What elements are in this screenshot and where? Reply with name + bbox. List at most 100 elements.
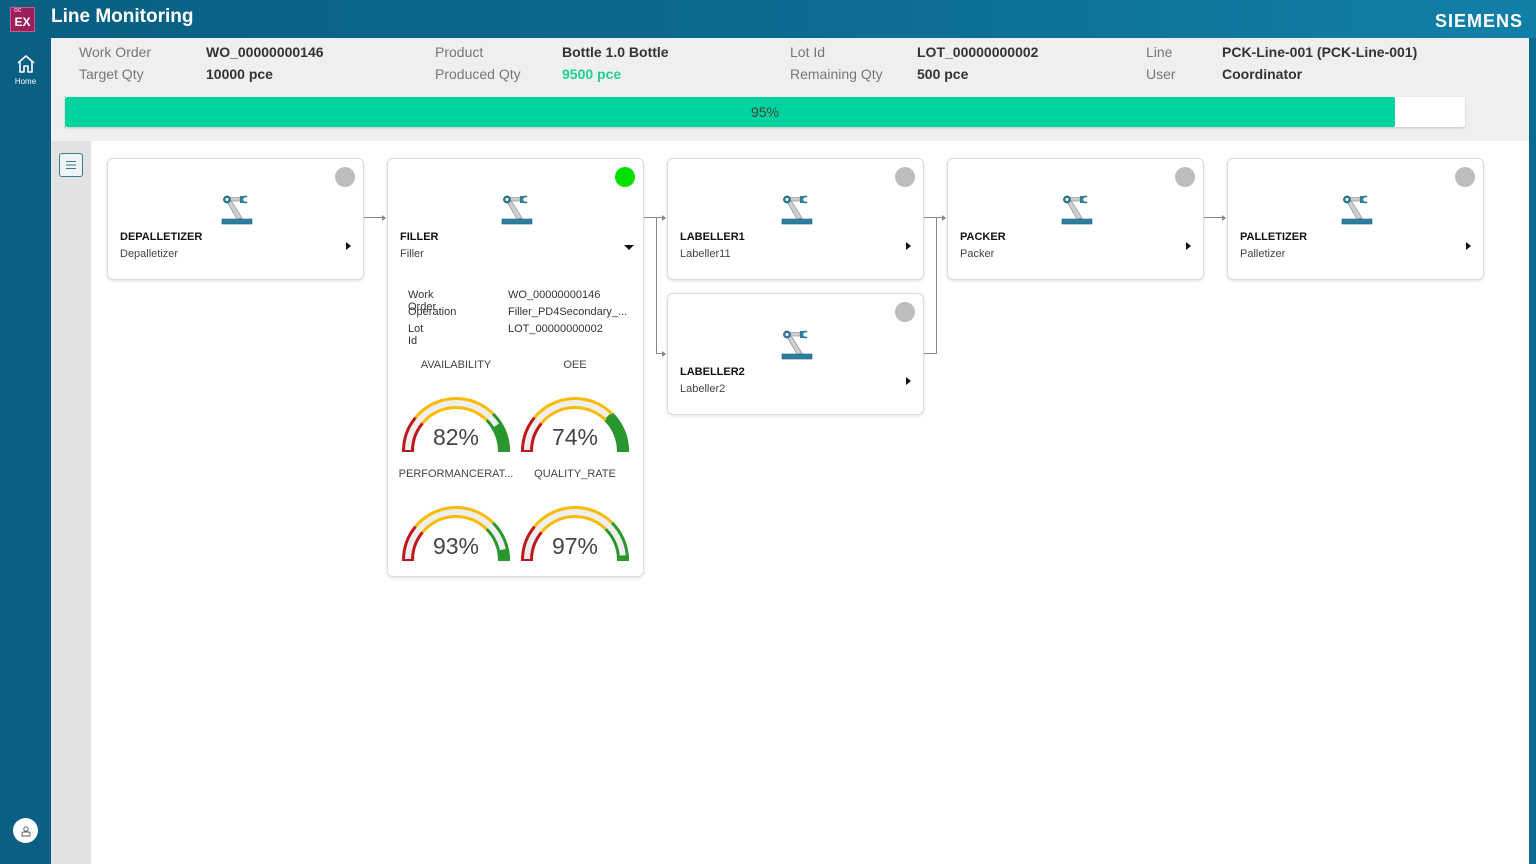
gauge-value: 93% — [433, 533, 479, 559]
lot-id-value: LOT_00000000002 — [917, 44, 1039, 60]
detail-value: LOT_00000000002 — [508, 323, 603, 335]
right-border — [1529, 38, 1536, 864]
work-order-value: WO_00000000146 — [206, 44, 324, 60]
left-nav: Home — [0, 38, 51, 864]
connector-arrowhead — [662, 215, 666, 221]
gauge-dial: 82% — [402, 397, 510, 452]
machine-card-filler[interactable]: FILLER Filler Work Order WO_00000000146 … — [387, 158, 644, 577]
status-indicator — [895, 167, 915, 187]
connector-arrowhead — [942, 215, 946, 221]
machine-card-depalletizer[interactable]: DEPALLETIZER Depalletizer — [107, 158, 364, 280]
nav-home-label: Home — [14, 77, 37, 86]
detail-value: WO_00000000146 — [508, 289, 601, 301]
expand-arrow-icon[interactable] — [346, 242, 351, 250]
user-button[interactable] — [13, 818, 38, 843]
status-indicator — [1175, 167, 1195, 187]
connector-merge-vertical — [936, 217, 937, 354]
list-icon — [66, 161, 76, 169]
product-value: Bottle 1.0 Bottle — [562, 44, 669, 60]
progress-text: 95% — [750, 104, 780, 120]
work-order-info-panel: Work Order WO_00000000146 Target Qty 100… — [51, 38, 1529, 141]
connector-arrowhead — [382, 215, 386, 221]
expand-arrow-icon[interactable] — [906, 377, 911, 385]
line-diagram-canvas: DEPALLETIZER Depalletizer FILLER Filler … — [91, 141, 1529, 864]
machine-card-packer[interactable]: PACKER Packer — [947, 158, 1204, 280]
robot-arm-icon — [778, 191, 814, 227]
gauge-title: OEE — [563, 359, 587, 371]
machine-name: Palletizer — [1240, 248, 1286, 260]
gauge-quality-rate: QUALITY_RATE 97% — [515, 468, 635, 564]
expand-arrow-icon[interactable] — [906, 242, 911, 250]
status-indicator — [895, 302, 915, 322]
expand-arrow-icon[interactable] — [1466, 242, 1471, 250]
gauge-dial: 93% — [402, 506, 510, 561]
brand-logo: SIEMENS — [1434, 11, 1523, 31]
nav-home-button[interactable]: Home — [0, 54, 51, 94]
machine-id: LABELLER1 — [680, 231, 745, 243]
machine-name: Labeller11 — [680, 248, 731, 260]
detail-label: Operation — [408, 306, 457, 318]
home-icon — [16, 55, 35, 73]
gauge-value: 97% — [552, 533, 598, 559]
side-strip — [51, 141, 91, 864]
detail-value: Filler_PD4Secondary_... — [508, 306, 628, 318]
app-logo[interactable]: OC EX — [10, 7, 35, 32]
product-label: Product — [435, 44, 484, 60]
gauge-value: 82% — [433, 424, 479, 450]
page-title: Line Monitoring — [51, 6, 194, 27]
target-qty-value: 10000 pce — [206, 66, 273, 82]
connector-arrowhead — [1222, 215, 1226, 221]
machine-id: DEPALLETIZER — [120, 231, 203, 243]
connector-packer-palletizer — [1204, 217, 1224, 218]
robot-arm-icon — [1058, 191, 1094, 227]
detail-label: Lot Id — [408, 323, 424, 347]
connector-labeller2-merge — [924, 353, 936, 354]
machine-card-labeller1[interactable]: LABELLER1 Labeller11 — [667, 158, 924, 280]
expand-arrow-icon[interactable] — [1186, 242, 1191, 250]
machine-id: LABELLER2 — [680, 366, 745, 378]
gauge-title: AVAILABILITY — [420, 359, 492, 371]
top-bar: OC EX Line Monitoring SIEMENS — [0, 0, 1536, 38]
machine-card-palletizer[interactable]: PALLETIZER Palletizer — [1227, 158, 1484, 280]
robot-arm-icon — [218, 191, 254, 227]
connector-to-labeller1 — [656, 217, 664, 218]
gauge-title: PERFORMANCERAT... — [398, 468, 514, 480]
app-logo-text: EX — [14, 15, 31, 29]
machine-id: FILLER — [400, 231, 439, 243]
connector-filler-split — [644, 217, 656, 218]
connector-split-vertical — [656, 217, 657, 353]
connector-to-packer — [936, 217, 944, 218]
user-value: Coordinator — [1222, 66, 1303, 82]
produced-qty-value: 9500 pce — [562, 66, 622, 82]
user-label: User — [1146, 66, 1176, 82]
detail-label: Work Order — [408, 289, 437, 313]
machine-name: Packer — [960, 248, 995, 260]
produced-qty-label: Produced Qty — [435, 66, 521, 82]
gauge-oee: OEE 74% — [515, 359, 635, 455]
gauge-title: QUALITY_RATE — [534, 468, 616, 480]
machine-name: Filler — [400, 248, 424, 260]
collapse-arrow-icon[interactable] — [624, 245, 634, 250]
gauge-dial: 97% — [521, 506, 629, 561]
robot-arm-icon — [778, 326, 814, 362]
app-logo-small: OC — [14, 8, 22, 14]
user-icon — [21, 825, 30, 836]
status-indicator — [335, 167, 355, 187]
robot-arm-icon — [1338, 191, 1374, 227]
status-indicator — [1455, 167, 1475, 187]
machine-name: Depalletizer — [120, 248, 179, 260]
list-toggle-button[interactable] — [59, 153, 83, 177]
progress-fill — [65, 97, 1395, 127]
gauge-dial: 74% — [521, 397, 629, 452]
machine-id: PALLETIZER — [1240, 231, 1308, 243]
robot-arm-icon — [498, 191, 534, 227]
gauge-value: 74% — [552, 424, 598, 450]
status-indicator — [615, 167, 635, 187]
gauge-performance-rate: PERFORMANCERAT... 93% — [396, 468, 516, 564]
connector-arrowhead — [662, 351, 666, 357]
target-qty-label: Target Qty — [79, 66, 144, 82]
machine-card-labeller2[interactable]: LABELLER2 Labeller2 — [667, 293, 924, 415]
lot-id-label: Lot Id — [790, 44, 826, 60]
connector-labeller1-merge — [924, 217, 936, 218]
remaining-qty-label: Remaining Qty — [790, 66, 883, 82]
